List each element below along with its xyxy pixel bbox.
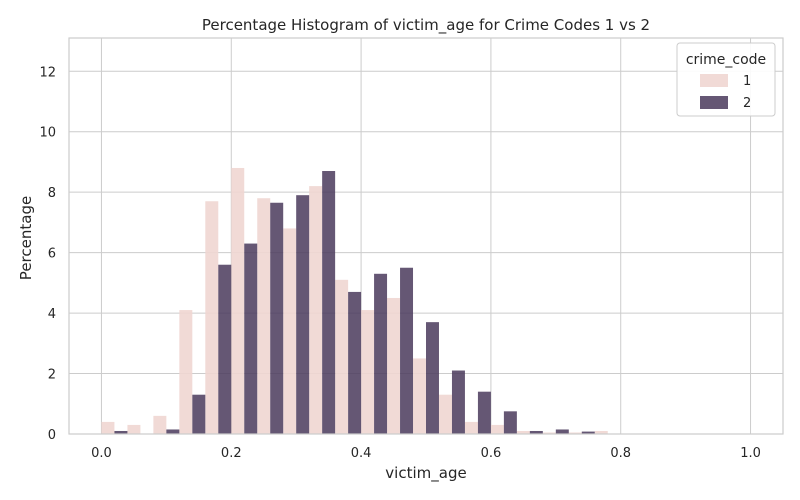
legend-label: 1 bbox=[743, 74, 751, 89]
y-tick-label: 0 bbox=[48, 428, 56, 443]
bar-crime-code-1 bbox=[179, 310, 193, 434]
x-tick-label: 0.8 bbox=[610, 446, 631, 461]
bar-crime-code-1 bbox=[309, 186, 323, 434]
bar-crime-code-1 bbox=[464, 421, 478, 434]
bar-crime-code-2 bbox=[270, 202, 284, 434]
legend: crime_code 12 bbox=[676, 42, 776, 117]
bar-crime-code-1 bbox=[231, 167, 245, 435]
x-tick-label: 0.4 bbox=[351, 446, 372, 461]
bar-crime-code-2 bbox=[529, 430, 543, 434]
bar-crime-code-2 bbox=[477, 391, 491, 434]
legend-title: crime_code bbox=[686, 52, 766, 68]
y-tick-label: 8 bbox=[48, 186, 56, 201]
bar-crime-code-2 bbox=[114, 430, 128, 434]
bar-crime-code-1 bbox=[205, 201, 219, 434]
bar-crime-code-1 bbox=[594, 430, 608, 434]
bar-crime-code-1 bbox=[438, 394, 452, 434]
bar-crime-code-2 bbox=[296, 195, 310, 434]
legend-items: 12 bbox=[700, 74, 751, 111]
y-tick-label: 6 bbox=[48, 247, 56, 262]
bar-crime-code-1 bbox=[335, 279, 349, 434]
y-tick-label: 4 bbox=[48, 307, 56, 322]
legend-label: 2 bbox=[743, 96, 751, 111]
bars bbox=[101, 167, 608, 435]
y-tick-label: 10 bbox=[39, 126, 56, 141]
y-tick-label: 2 bbox=[48, 368, 56, 383]
bar-crime-code-2 bbox=[166, 429, 180, 434]
y-tick-label: 12 bbox=[39, 65, 56, 80]
bar-crime-code-2 bbox=[322, 171, 336, 434]
bar-crime-code-2 bbox=[555, 429, 569, 434]
x-tick-labels: 0.0 0.2 0.4 0.6 0.8 1.0 bbox=[91, 446, 761, 461]
bar-crime-code-1 bbox=[283, 228, 297, 434]
bar-crime-code-2 bbox=[218, 264, 232, 434]
y-tick-labels: 0 2 4 6 8 10 12 bbox=[39, 65, 56, 443]
bar-crime-code-1 bbox=[413, 358, 426, 434]
x-tick-label: 0.6 bbox=[481, 446, 502, 461]
bar-crime-code-2 bbox=[451, 370, 465, 434]
chart-title: Percentage Histogram of victim_age for C… bbox=[202, 16, 650, 35]
bar-crime-code-2 bbox=[374, 273, 388, 434]
legend-swatch bbox=[700, 74, 728, 87]
legend-swatch bbox=[700, 96, 728, 109]
bar-crime-code-2 bbox=[244, 243, 258, 434]
y-axis-label: Percentage bbox=[17, 196, 35, 280]
bar-crime-code-2 bbox=[192, 394, 206, 434]
bar-crime-code-1 bbox=[257, 198, 271, 434]
bar-crime-code-2 bbox=[348, 291, 362, 434]
bar-crime-code-2 bbox=[426, 322, 439, 434]
x-tick-label: 1.0 bbox=[740, 446, 761, 461]
bar-crime-code-1 bbox=[361, 310, 375, 434]
bar-crime-code-1 bbox=[153, 415, 167, 434]
bar-crime-code-1 bbox=[387, 297, 401, 434]
bar-crime-code-2 bbox=[503, 411, 517, 434]
bar-crime-code-1 bbox=[516, 430, 530, 434]
x-tick-label: 0.0 bbox=[91, 446, 112, 461]
x-axis-label: victim_age bbox=[385, 464, 466, 483]
x-tick-label: 0.2 bbox=[221, 446, 242, 461]
bar-crime-code-1 bbox=[568, 432, 582, 434]
bar-crime-code-1 bbox=[490, 424, 504, 434]
bar-crime-code-1 bbox=[542, 432, 556, 434]
bar-crime-code-1 bbox=[101, 421, 115, 434]
bar-crime-code-2 bbox=[400, 267, 414, 434]
bar-crime-code-2 bbox=[581, 431, 595, 434]
plot-frame bbox=[68, 37, 784, 435]
bar-crime-code-1 bbox=[127, 424, 141, 434]
